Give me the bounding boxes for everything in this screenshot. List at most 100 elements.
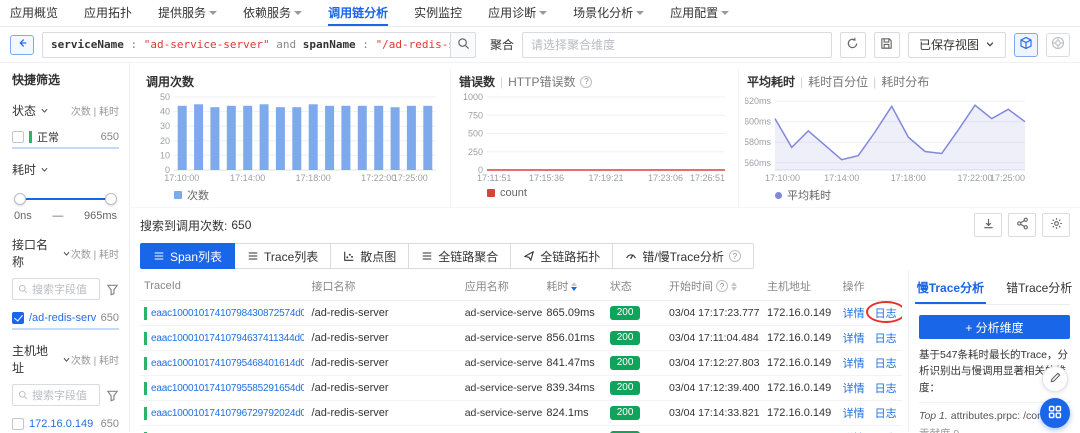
search-button[interactable] — [450, 31, 476, 58]
sidebar-section-2-title[interactable]: 接口名称 — [12, 236, 71, 270]
trace-query-input[interactable]: serviceName : "ad-service-server" and sp… — [42, 31, 450, 58]
nav-item-0[interactable]: 应用概览 — [10, 6, 59, 20]
nav-item-4[interactable]: 调用链分析 — [328, 0, 389, 26]
filter-funnel-button[interactable] — [106, 283, 119, 296]
trace-id-link[interactable]: eaac10001017410795468401614d0007 — [151, 357, 304, 369]
call-count-chart-metric-0[interactable]: 调用次数 — [146, 75, 195, 89]
query-text: serviceName : "ad-service-server" and sp… — [51, 38, 450, 51]
view-tab-4[interactable]: 全链路拓扑 — [511, 243, 614, 269]
detail-link[interactable]: 详情 — [842, 308, 865, 320]
refresh-button[interactable] — [839, 31, 866, 58]
collapse-sidebar-button[interactable] — [10, 34, 34, 55]
call-count-chart-legend[interactable]: 次数 — [174, 187, 444, 203]
svg-text:17:18:00: 17:18:00 — [891, 173, 926, 183]
sidebar-search-input[interactable]: 搜索字段值 — [12, 278, 100, 300]
widgets-launcher-button[interactable] — [1040, 398, 1070, 428]
svg-text:750: 750 — [468, 110, 483, 120]
avg-latency-chart-metric-2[interactable]: 耗时分布 — [881, 75, 930, 89]
duration-min: 0ns — [14, 210, 32, 222]
analysis-tab-0[interactable]: 慢Trace分析 — [914, 275, 987, 304]
slider-handle-min[interactable] — [14, 193, 26, 205]
sidebar-section-3-title[interactable]: 主机地址 — [12, 342, 71, 376]
sidebar-section-0-title[interactable]: 状态 — [12, 102, 49, 119]
chevron-down-icon — [985, 38, 995, 52]
detail-link[interactable]: 详情 — [842, 408, 865, 420]
nav-item-7[interactable]: 场景化分析 — [573, 0, 645, 26]
save-icon — [880, 37, 893, 53]
lifebuoy-view-toggle-button[interactable] — [1046, 32, 1070, 57]
avg-latency-chart-metric-1[interactable]: 耗时百分位 — [808, 75, 869, 89]
nav-item-5[interactable]: 实例监控 — [414, 6, 463, 20]
trace-id-link[interactable]: eaac10001017410798430872574d0007 — [151, 307, 304, 319]
host-address: 172.16.0.149 — [763, 325, 839, 351]
slider-handle-max[interactable] — [105, 193, 117, 205]
log-link[interactable]: 日志 — [874, 383, 897, 395]
detail-link[interactable]: 详情 — [842, 383, 865, 395]
analysis-tab-1[interactable]: 错Trace分析 — [1006, 281, 1073, 295]
filter-value-label[interactable]: 172.16.0.149 — [29, 418, 94, 430]
host-address: 172.16.0.149 — [763, 400, 839, 426]
error-count-chart-legend[interactable]: count — [487, 187, 732, 199]
call-count-chart-title: 调用次数 — [146, 73, 444, 90]
save-view-button[interactable] — [873, 31, 900, 58]
log-link[interactable]: 日志 — [874, 358, 897, 370]
share-button[interactable] — [1008, 213, 1036, 237]
table-row: eaac10001017410795468401614d0007 /ad-red… — [140, 350, 902, 376]
detail-link[interactable]: 详情 — [842, 333, 865, 345]
col-duration[interactable]: 耗时 — [542, 271, 606, 301]
bottom-split: TraceId 接口名称 应用名称 耗时 状态 开始时间? 主机地址 操作 eaac10001… — [130, 269, 1080, 433]
trace-id-link[interactable]: eaac10001017410795585291654d0007 — [151, 382, 304, 394]
nav-item-1[interactable]: 应用拓扑 — [84, 6, 133, 20]
avg-latency-chart-metric-0[interactable]: 平均耗时 — [747, 75, 796, 89]
svg-text:600ms: 600ms — [745, 117, 771, 127]
filter-checkbox[interactable] — [12, 312, 24, 324]
nav-item-2[interactable]: 提供服务 — [158, 0, 218, 26]
svg-text:500: 500 — [468, 129, 483, 139]
filter-value-label[interactable]: /ad-redis-server — [29, 312, 96, 324]
avg-latency-chart-legend[interactable]: 平均耗时 — [775, 187, 1032, 203]
nav-item-8[interactable]: 应用配置 — [670, 0, 730, 26]
download-button[interactable] — [974, 213, 1002, 237]
feedback-pencil-button[interactable] — [1042, 366, 1068, 392]
view-tab-2[interactable]: 散点图 — [331, 243, 410, 269]
sidebar-filter-row: /ad-redis-server 650 — [12, 308, 119, 330]
cube-view-toggle-button[interactable] — [1014, 32, 1038, 57]
view-tab-5[interactable]: 错/慢Trace分析? — [613, 243, 754, 269]
svg-text:17:14:00: 17:14:00 — [824, 173, 859, 183]
sidebar-title: 快捷筛选 — [12, 73, 61, 87]
sort-icon[interactable] — [571, 281, 578, 291]
add-analysis-dimension-button[interactable]: + 分析维度 — [919, 315, 1070, 339]
view-tab-1[interactable]: Trace列表 — [235, 243, 332, 269]
col-start-time[interactable]: 开始时间? — [664, 271, 764, 301]
filter-checkbox[interactable] — [12, 131, 24, 143]
settings-button[interactable] — [1042, 213, 1070, 237]
error-count-chart-metric-1[interactable]: HTTP错误数 — [508, 75, 576, 89]
error-count-chart-panel: 错误数 | HTTP错误数? 0 250 500 750 1000 17:11:51 17:15… — [450, 69, 738, 207]
col-0: TraceId — [140, 271, 308, 301]
saved-views-dropdown[interactable]: 已保存视图 — [907, 31, 1006, 58]
nav-item-6[interactable]: 应用诊断 — [488, 0, 548, 26]
trace-status-bar — [144, 306, 147, 320]
grid-icon — [1048, 405, 1062, 422]
results-count-value: 650 — [231, 218, 252, 232]
sidebar-search-input[interactable]: 搜索字段值 — [12, 384, 100, 406]
trace-id-link[interactable]: eaac10001017410796729792024d0007 — [151, 407, 304, 419]
svg-text:20: 20 — [160, 136, 170, 146]
log-link[interactable]: 日志 — [874, 308, 897, 320]
nav-item-3[interactable]: 依赖服务 — [243, 0, 303, 26]
filter-checkbox[interactable] — [12, 418, 24, 430]
filter-funnel-button[interactable] — [106, 389, 119, 402]
aggregate-dimension-select[interactable]: 请选择聚合维度 — [522, 31, 832, 58]
duration-range-slider[interactable] — [14, 192, 117, 206]
view-tab-0[interactable]: Span列表 — [140, 243, 236, 269]
filter-count: 650 — [100, 418, 119, 430]
log-link[interactable]: 日志 — [874, 333, 897, 345]
results-count-label: 搜索到调用次数: — [140, 218, 228, 233]
log-link[interactable]: 日志 — [874, 408, 897, 420]
sort-icon[interactable] — [730, 281, 737, 291]
trace-id-link[interactable]: eaac10001017410794637411344d0007 — [151, 332, 304, 344]
sidebar-section-1-title[interactable]: 耗时 — [12, 161, 49, 178]
view-tab-3[interactable]: 全链路聚合 — [409, 243, 512, 269]
detail-link[interactable]: 详情 — [842, 358, 865, 370]
error-count-chart-metric-0[interactable]: 错误数 — [459, 75, 496, 89]
